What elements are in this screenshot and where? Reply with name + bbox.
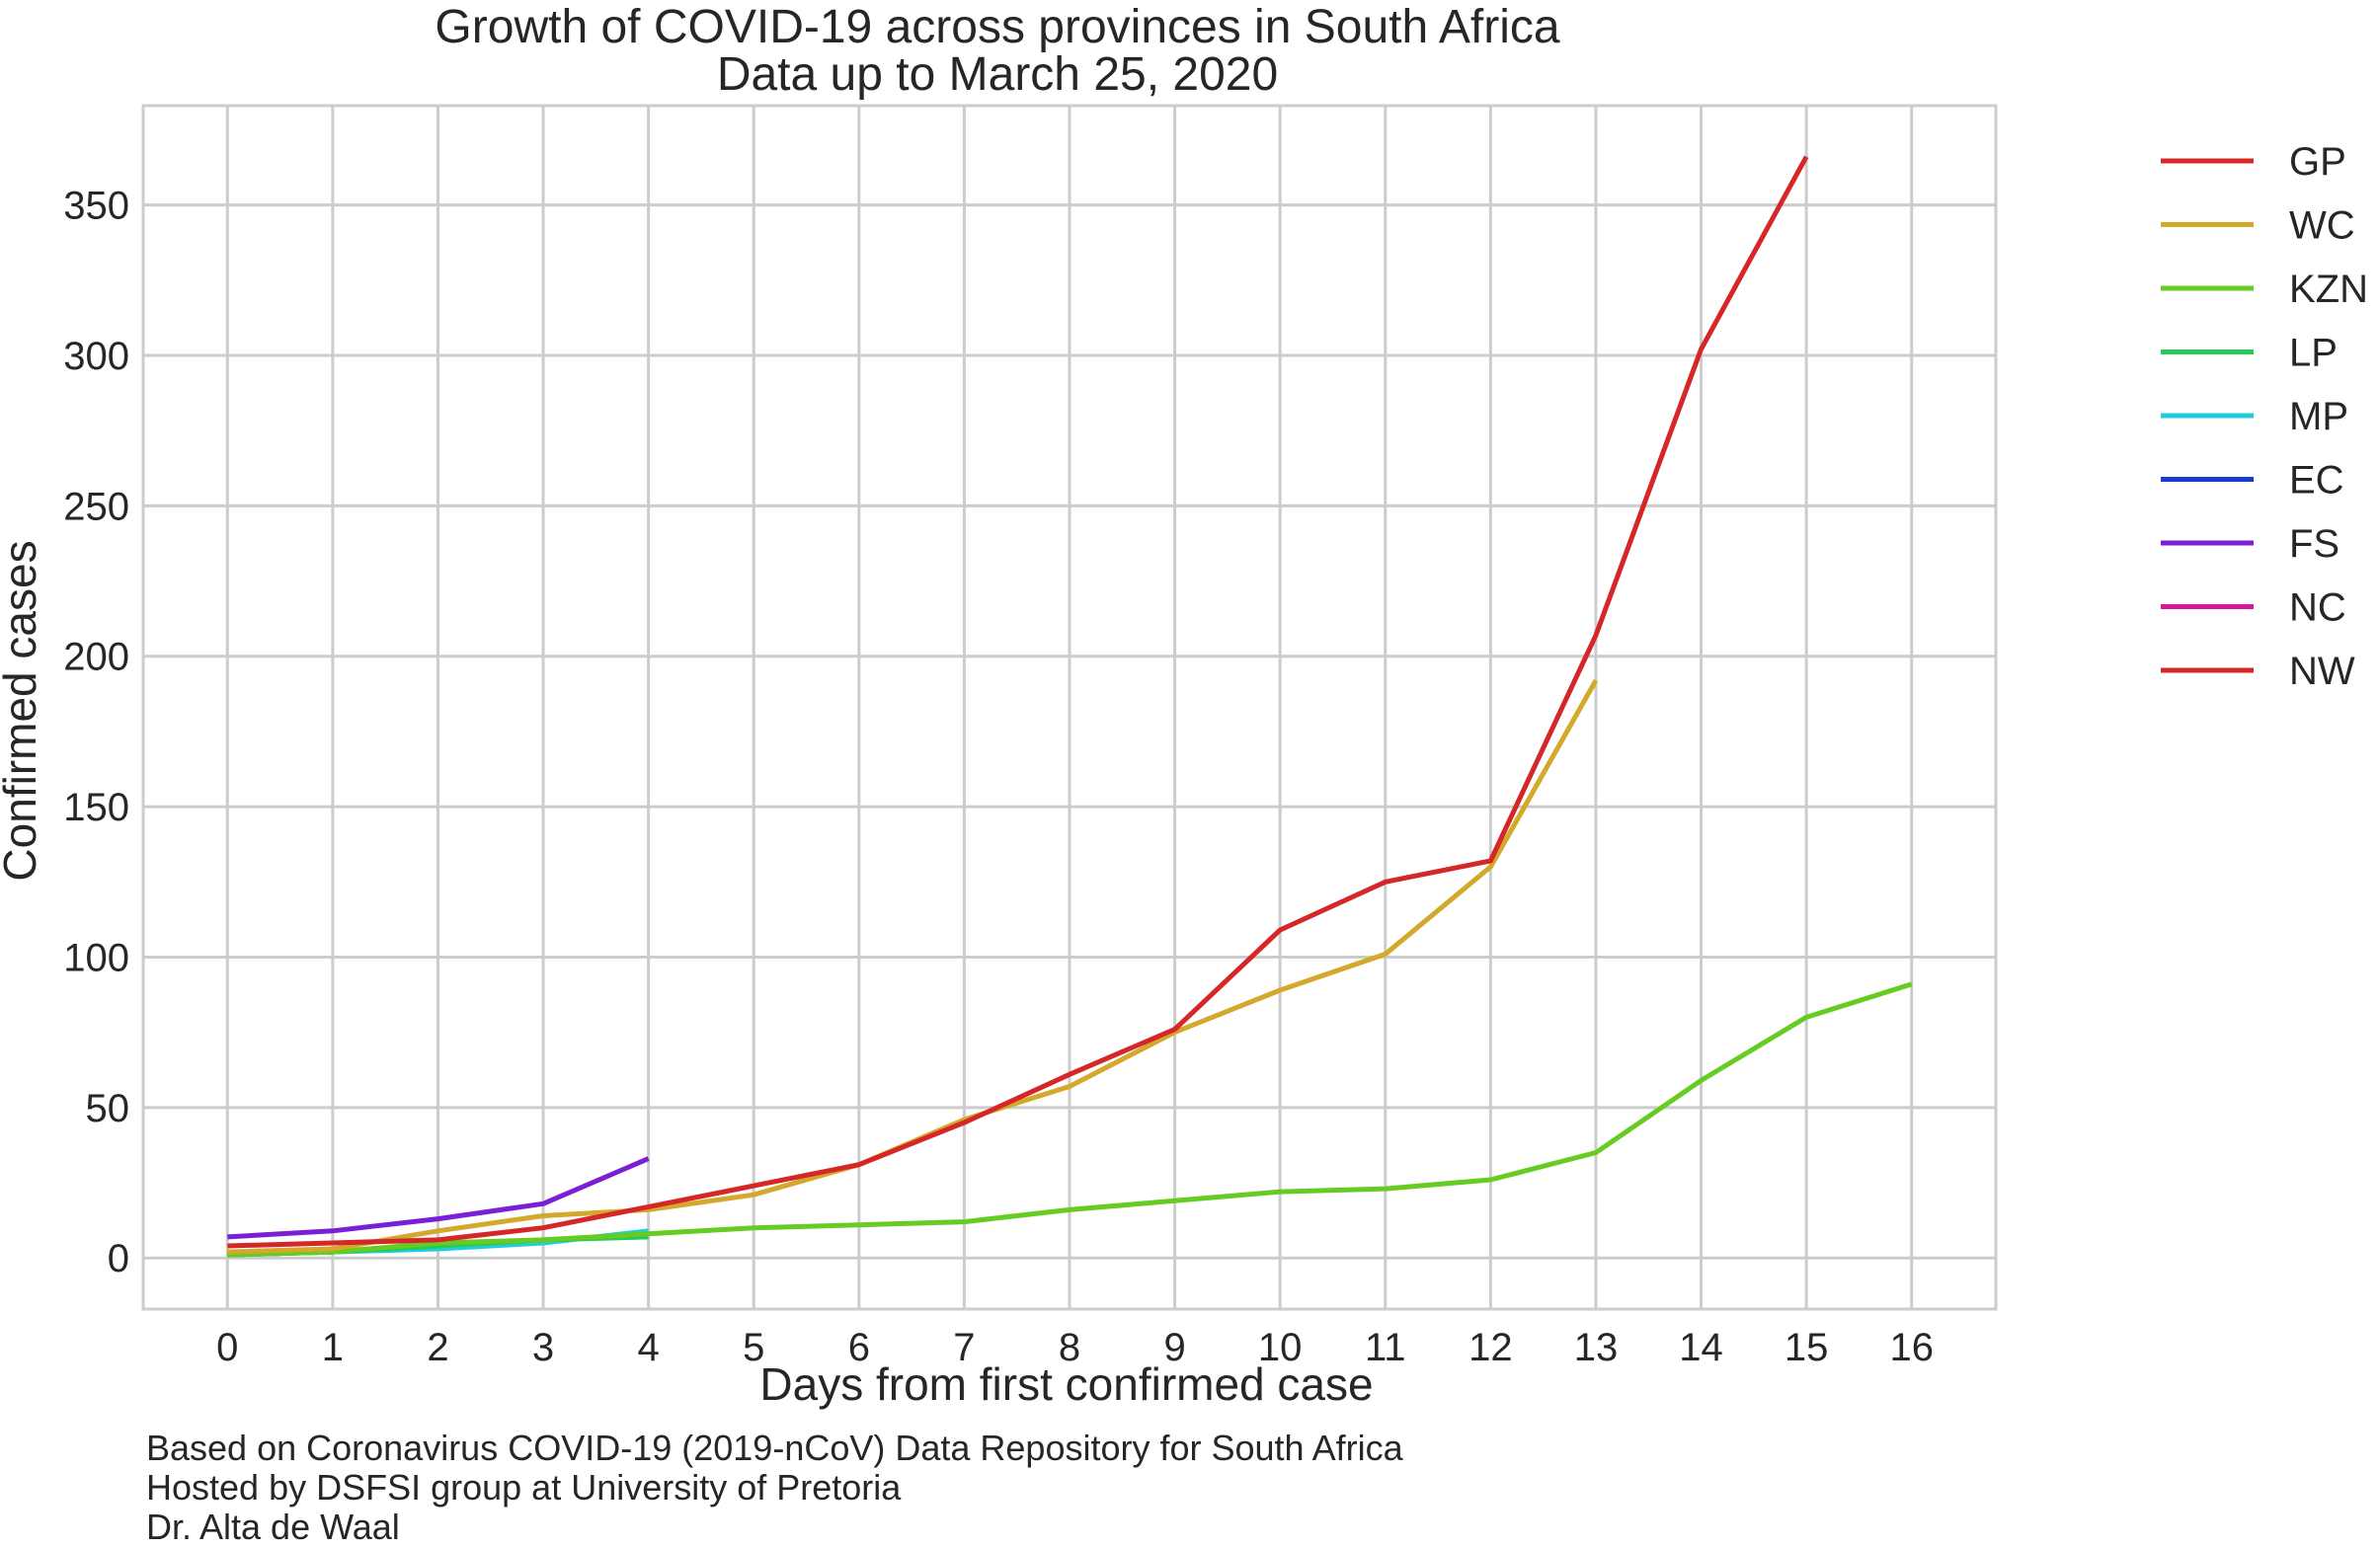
legend-label-wc: WC: [2289, 204, 2355, 248]
x-tick-label: 6: [848, 1326, 870, 1369]
y-tick-label: 200: [63, 636, 129, 679]
series-line-fs: [227, 1156, 650, 1240]
x-tick-label: 0: [216, 1326, 238, 1369]
x-tick-labels: 0 1 2 3 4 5 6 7 8 9 10 11 12 13 14 15 16: [216, 1326, 1934, 1369]
x-tick-label: 12: [1468, 1326, 1513, 1369]
x-tick-label: 16: [1889, 1326, 1934, 1369]
y-tick-label: 250: [63, 485, 129, 528]
y-tick-label: 300: [63, 335, 129, 378]
series-line-wc: [227, 678, 1599, 1255]
y-tick-labels: 0 50 100 150 200 250 300 350: [63, 185, 129, 1281]
legend-label-gp: GP: [2289, 140, 2346, 184]
footnote-author: Dr. Alta de Waal: [146, 1507, 400, 1547]
y-tick-label: 50: [86, 1087, 130, 1130]
series-line-gp: [227, 155, 1809, 1249]
x-tick-label: 11: [1365, 1326, 1406, 1369]
legend-label-nc: NC: [2289, 586, 2346, 630]
x-tick-label: 14: [1679, 1326, 1723, 1369]
x-axis-label: Days from first confirmed case: [759, 1358, 1373, 1410]
legend-label-nw: NW: [2289, 650, 2355, 693]
y-tick-label: 100: [63, 936, 129, 979]
chart-subtitle: Data up to March 25, 2020: [716, 48, 1279, 101]
x-tick-label: 3: [532, 1326, 554, 1369]
legend: GP WC KZN LP MP EC FS NC NW: [2161, 140, 2368, 693]
series-group: [227, 155, 1913, 1258]
legend-label-ec: EC: [2289, 459, 2344, 503]
x-tick-label: 2: [427, 1326, 448, 1369]
legend-label-lp: LP: [2289, 332, 2338, 375]
legend-label-fs: FS: [2289, 522, 2340, 566]
chart-title: Growth of COVID-19 across provinces in S…: [435, 1, 1560, 53]
y-tick-label: 0: [108, 1237, 129, 1280]
y-tick-label: 150: [63, 786, 129, 829]
legend-label-mp: MP: [2289, 395, 2348, 438]
x-tick-label: 4: [638, 1326, 660, 1369]
x-tick-label: 5: [743, 1326, 764, 1369]
x-tick-label: 15: [1785, 1326, 1829, 1369]
legend-label-kzn: KZN: [2289, 268, 2368, 311]
x-tick-label: 13: [1574, 1326, 1619, 1369]
y-axis-label: Confirmed cases: [0, 540, 45, 881]
series-line-kzn: [227, 981, 1913, 1258]
footnote-source: Based on Coronavirus COVID-19 (2019-nCoV…: [146, 1428, 1403, 1468]
grid: [141, 104, 1998, 1311]
footnote-host: Hosted by DSFSI group at University of P…: [146, 1467, 902, 1508]
x-tick-label: 1: [322, 1326, 344, 1369]
x-tick-label: 7: [953, 1326, 975, 1369]
y-tick-label: 350: [63, 185, 129, 228]
x-tick-label: 8: [1059, 1326, 1080, 1369]
x-tick-label: 10: [1258, 1326, 1303, 1369]
x-tick-label: 9: [1163, 1326, 1185, 1369]
